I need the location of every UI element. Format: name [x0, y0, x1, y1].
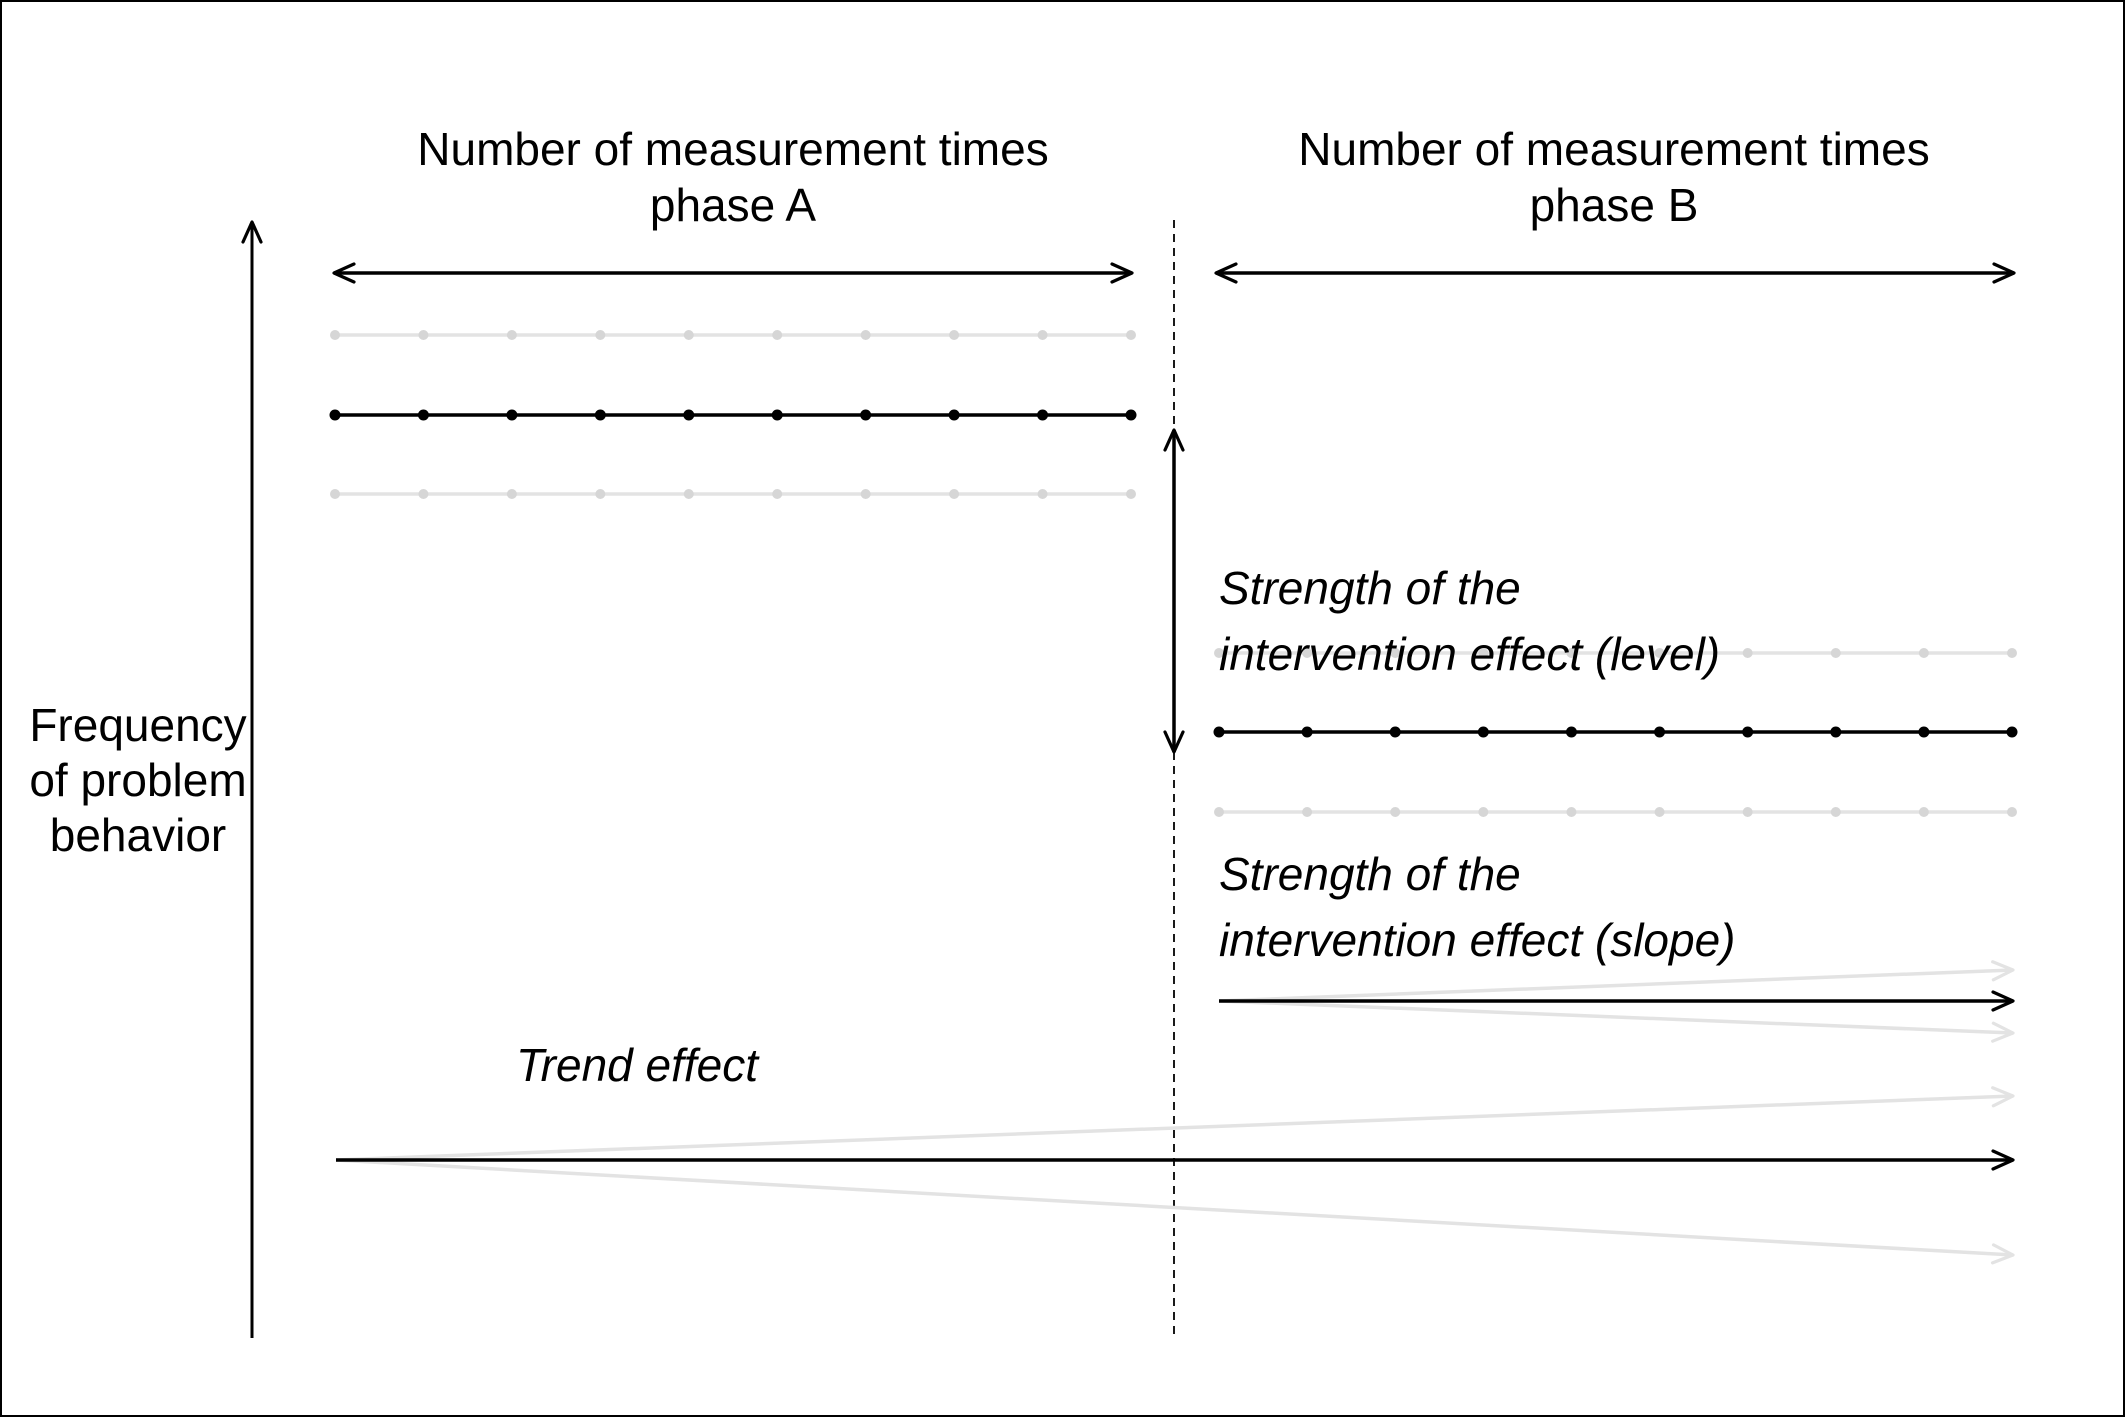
variation-measurement-point	[772, 330, 783, 340]
measurement-point	[1389, 726, 1401, 738]
variation-measurement-point	[1654, 807, 1665, 817]
phase-a-label-line1: Number of measurement times	[417, 123, 1048, 175]
measurement-point	[1477, 726, 1489, 738]
variation-measurement-point	[1742, 807, 1753, 817]
measurement-point	[1037, 409, 1049, 421]
variation-measurement-point	[595, 489, 606, 499]
slope-lower-variation-arrow	[1218, 999, 2015, 1043]
y-axis-label-line2: of problem	[29, 754, 246, 806]
level-effect-label-line1: Strength of the	[1219, 562, 1521, 614]
slope-upper-variation-arrow	[1218, 960, 2015, 1003]
variation-measurement-point	[1830, 648, 1841, 658]
level-effect-label-line2: intervention effect (level)	[1219, 628, 1720, 680]
variation-measurement-point	[1126, 330, 1136, 340]
y-axis-label-line3: behavior	[50, 809, 226, 861]
variation-measurement-point	[1566, 648, 1577, 658]
variation-measurement-point	[418, 489, 429, 499]
trend-lower-variation-arrow	[335, 1158, 2015, 1265]
variation-measurement-point	[1478, 807, 1489, 817]
variation-measurement-point	[506, 330, 517, 340]
slope-effect-label-line2: intervention effect (slope)	[1219, 914, 1736, 966]
variation-measurement-point	[2007, 648, 2017, 658]
measurement-point	[1301, 726, 1313, 738]
variation-measurement-point	[418, 330, 429, 340]
variation-measurement-point	[1214, 648, 1224, 658]
measurement-point	[506, 409, 518, 421]
measurement-point	[1830, 726, 1842, 738]
measurement-point	[1125, 409, 1137, 421]
variation-measurement-point	[1302, 648, 1313, 658]
phase-a-main-series	[329, 409, 1137, 421]
variation-measurement-point	[1830, 807, 1841, 817]
variation-measurement-point	[1654, 648, 1665, 658]
measurement-point	[948, 409, 960, 421]
variation-measurement-point	[1037, 489, 1048, 499]
variation-measurement-point	[506, 489, 517, 499]
variation-measurement-point	[1918, 648, 1929, 658]
measurement-point	[1742, 726, 1754, 738]
measurement-point	[329, 409, 341, 421]
measurement-point	[1918, 726, 1930, 738]
y-axis-label-line1: Frequency	[29, 699, 246, 751]
variation-measurement-point	[949, 330, 960, 340]
slope-effect-label-line1: Strength of the	[1219, 848, 1521, 900]
phase-b-lower-variation-series	[1214, 807, 2017, 817]
measurement-point	[860, 409, 872, 421]
variation-measurement-point	[860, 489, 871, 499]
phase-b-label-line1: Number of measurement times	[1298, 123, 1929, 175]
variation-measurement-point	[330, 489, 340, 499]
variation-measurement-point	[1478, 648, 1489, 658]
measurement-point	[771, 409, 783, 421]
variation-measurement-point	[1214, 807, 1224, 817]
phase-b-label-line2: phase B	[1530, 179, 1699, 231]
variation-measurement-point	[772, 489, 783, 499]
measurement-point	[594, 409, 606, 421]
variation-measurement-point	[595, 330, 606, 340]
measurement-point	[417, 409, 429, 421]
phase-b-main-series	[1213, 726, 2018, 738]
phase-a-lower-variation-series	[330, 489, 1136, 499]
variation-measurement-point	[1302, 807, 1313, 817]
trend-effect-label: Trend effect	[516, 1039, 760, 1091]
variation-measurement-point	[683, 330, 694, 340]
phase-a-label-line2: phase A	[650, 179, 817, 231]
variation-measurement-point	[683, 489, 694, 499]
measurement-point	[1654, 726, 1666, 738]
variation-measurement-point	[330, 330, 340, 340]
variation-measurement-point	[1126, 489, 1136, 499]
variation-measurement-point	[949, 489, 960, 499]
variation-measurement-point	[860, 330, 871, 340]
measurement-point	[1565, 726, 1577, 738]
variation-measurement-point	[1566, 807, 1577, 817]
trend-upper-variation-arrow	[335, 1086, 2015, 1162]
variation-measurement-point	[1390, 648, 1401, 658]
measurement-point	[683, 409, 695, 421]
variation-measurement-point	[1742, 648, 1753, 658]
variation-measurement-point	[2007, 807, 2017, 817]
phase-a-upper-variation-series	[330, 330, 1136, 340]
measurement-point	[1213, 726, 1225, 738]
measurement-point	[2006, 726, 2018, 738]
variation-measurement-point	[1918, 807, 1929, 817]
variation-measurement-point	[1037, 330, 1048, 340]
phase-b-upper-variation-series	[1214, 648, 2017, 658]
variation-measurement-point	[1390, 807, 1401, 817]
